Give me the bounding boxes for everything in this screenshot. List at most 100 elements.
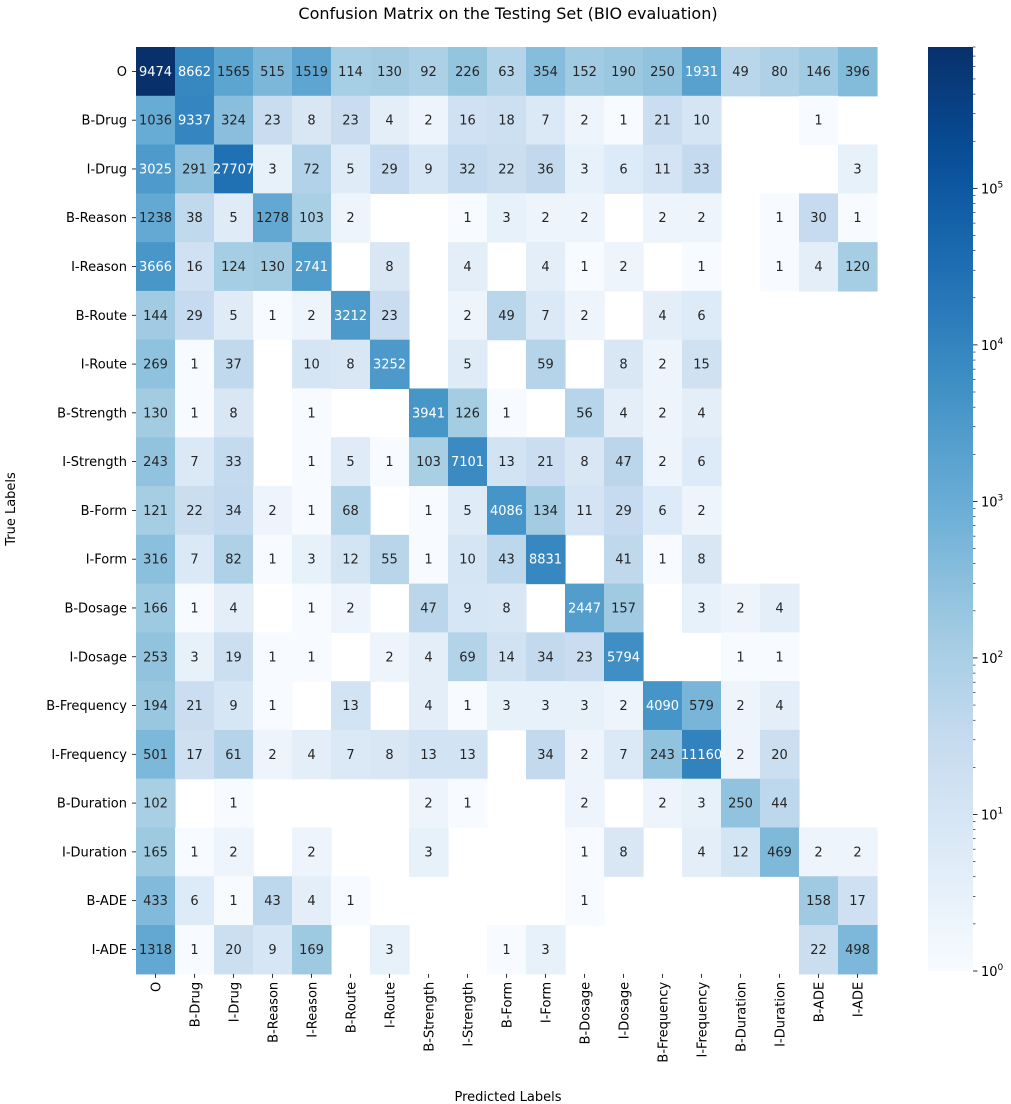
cell-value: 55: [381, 553, 398, 568]
heatmap-cell: [760, 47, 800, 97]
heatmap-cell: [214, 242, 254, 292]
heatmap-cell: [175, 583, 215, 633]
cell-value: 1: [190, 601, 198, 616]
heatmap-cell: [175, 339, 215, 390]
cell-value: 2: [697, 504, 705, 519]
cell-value: 2: [619, 260, 627, 275]
heatmap-cell: [409, 729, 449, 780]
heatmap-cell: [526, 95, 566, 146]
x-tick-label: I-ADE: [852, 982, 867, 1017]
heatmap-cell: [448, 47, 488, 97]
cell-value: 3: [853, 162, 861, 177]
heatmap-cell: [604, 681, 644, 731]
x-tick-label: I-Strength: [462, 982, 477, 1047]
heatmap-cell: [331, 876, 371, 926]
heatmap-cell: [253, 144, 293, 194]
cell-value: 114: [338, 65, 363, 80]
heatmap-cell: [838, 925, 878, 975]
heatmap-cell: [331, 729, 371, 780]
heatmap-cell: [682, 339, 722, 390]
cell-value: 2: [463, 309, 471, 324]
heatmap-cell: [136, 534, 176, 585]
heatmap-cell: [409, 388, 449, 438]
heatmap-cell: [175, 144, 215, 194]
cell-value: 1: [424, 504, 432, 519]
cell-value: 59: [537, 358, 554, 373]
x-tick-label: B-Reason: [267, 982, 282, 1043]
cell-value: 4: [424, 699, 432, 714]
heatmap-cell: [409, 681, 449, 731]
cell-value: 7: [190, 455, 198, 470]
cell-value: 2: [697, 211, 705, 226]
cell-value: 1: [463, 797, 471, 812]
cell-value: 13: [459, 748, 476, 763]
y-tick-label: I-Frequency: [51, 748, 127, 763]
y-tick-label: I-Route: [81, 358, 127, 373]
heatmap-cell: [253, 242, 293, 292]
heatmap-cell: [643, 339, 683, 390]
heatmap-cell: [565, 47, 605, 97]
heatmap-cell: [331, 290, 371, 341]
heatmap-cell: [682, 290, 722, 341]
heatmap-cell: [487, 632, 527, 682]
cell-value: 30: [810, 211, 827, 226]
cell-value: 579: [689, 699, 714, 714]
heatmap-cell: [136, 242, 176, 292]
colorbar-tick-label: 102: [981, 650, 1003, 667]
heatmap-cell: [214, 681, 254, 731]
cell-value: 32: [459, 162, 476, 177]
x-tick-label: O: [150, 982, 165, 992]
heatmap-cell: [682, 534, 722, 585]
heatmap-cell: [565, 729, 605, 780]
heatmap-cell: [526, 925, 566, 975]
heatmap-cell: [565, 193, 605, 243]
heatmap-cell: [799, 827, 839, 877]
heatmap-cell: [643, 437, 683, 487]
cell-value: 1: [268, 699, 276, 714]
cell-value: 120: [845, 260, 870, 275]
cell-value: 1: [814, 114, 822, 129]
heatmap-cell: [409, 437, 449, 487]
cell-value: 8831: [529, 553, 562, 568]
cell-value: 1: [268, 309, 276, 324]
y-tick-label: I-Strength: [62, 455, 127, 470]
cell-value: 1318: [139, 943, 172, 958]
y-tick-label: I-Duration: [62, 845, 127, 860]
heatmap-cell: [214, 486, 254, 536]
cell-value: 12: [732, 845, 749, 860]
heatmap-cell: [604, 827, 644, 877]
heatmap-cell: [214, 290, 254, 341]
cell-value: 1: [580, 894, 588, 909]
heatmap-cell: [292, 583, 332, 633]
y-tick-label: B-Duration: [57, 797, 127, 812]
heatmap-cell: [721, 778, 761, 829]
heatmap-cell: [799, 193, 839, 243]
heatmap-cell: [643, 95, 683, 146]
heatmap-cell: [721, 729, 761, 780]
heatmap-cell: [370, 144, 410, 194]
heatmap-cell: [331, 339, 371, 390]
cell-value: 5: [463, 504, 471, 519]
heatmap-cell: [448, 486, 488, 536]
cell-value: 316: [143, 553, 168, 568]
heatmap-cell: [526, 486, 566, 536]
colorbar: 100 101 102 103 104 105: [928, 46, 1004, 980]
cell-value: 4: [229, 601, 237, 616]
heatmap-cell: [565, 778, 605, 829]
x-tick-label: I-Frequency: [696, 982, 711, 1058]
cell-value: 8: [346, 358, 354, 373]
x-axis-label: Predicted Labels: [454, 1090, 561, 1104]
heatmap-cell: [409, 486, 449, 536]
x-tick-label: B-Duration: [735, 982, 750, 1052]
cell-value: 36: [537, 162, 554, 177]
heatmap-cell: [136, 632, 176, 682]
cell-value: 1: [736, 650, 744, 665]
cell-value: 6: [697, 455, 705, 470]
cell-value: 23: [264, 114, 281, 129]
x-tick-label: I-Reason: [306, 982, 321, 1038]
cell-value: 1: [775, 650, 783, 665]
colorbar-gradient: [928, 47, 973, 971]
cell-value: 3: [190, 650, 198, 665]
cell-value: 253: [143, 650, 168, 665]
cell-value: 1: [190, 845, 198, 860]
